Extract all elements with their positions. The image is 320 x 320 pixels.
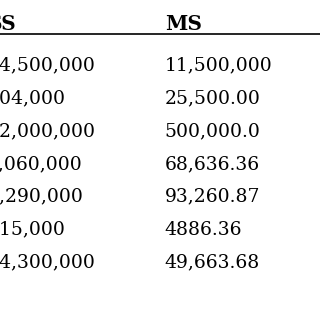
Text: 11,500,000: 11,500,000 xyxy=(165,56,273,74)
Text: 22,000,000: 22,000,000 xyxy=(0,122,95,140)
Text: 500,000.0: 500,000.0 xyxy=(165,122,261,140)
Text: 215,000: 215,000 xyxy=(0,221,65,239)
Text: 204,000: 204,000 xyxy=(0,89,65,107)
Text: 68,636.36: 68,636.36 xyxy=(165,155,260,173)
Text: 4,290,000: 4,290,000 xyxy=(0,188,83,206)
Text: 34,500,000: 34,500,000 xyxy=(0,56,95,74)
Text: 9,060,000: 9,060,000 xyxy=(0,155,83,173)
Text: 44,300,000: 44,300,000 xyxy=(0,254,95,272)
Text: 25,500.00: 25,500.00 xyxy=(165,89,261,107)
Text: 49,663.68: 49,663.68 xyxy=(165,254,260,272)
Text: 4886.36: 4886.36 xyxy=(165,221,242,239)
Text: MS: MS xyxy=(165,14,202,35)
Text: 93,260.87: 93,260.87 xyxy=(165,188,260,206)
Text: SS: SS xyxy=(0,14,16,35)
